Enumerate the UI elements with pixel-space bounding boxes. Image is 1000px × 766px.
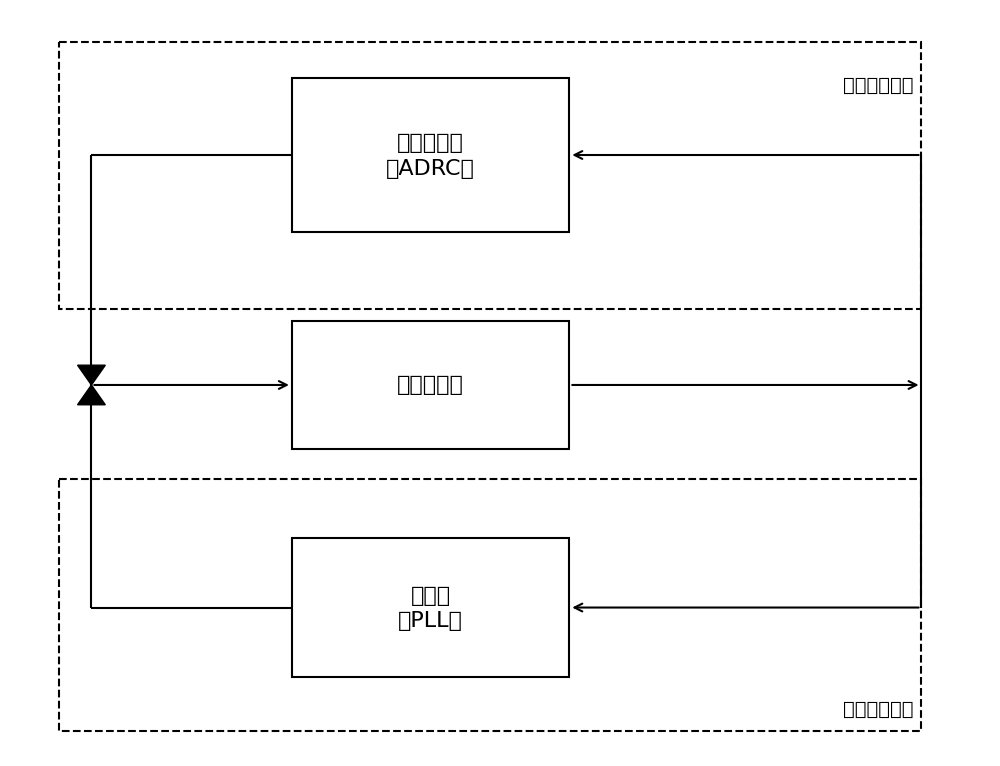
Polygon shape	[78, 365, 105, 385]
Text: 微机械陀螺: 微机械陀螺	[397, 375, 464, 395]
Text: （PLL）: （PLL）	[398, 611, 463, 631]
Text: 幅值控制回路: 幅值控制回路	[843, 77, 914, 96]
Bar	[59, 42, 921, 309]
Bar	[292, 538, 569, 677]
Text: 频率控制回路: 频率控制回路	[843, 700, 914, 719]
Bar	[292, 78, 569, 231]
Polygon shape	[78, 385, 105, 404]
Text: 自抗扰控制: 自抗扰控制	[397, 133, 464, 153]
Text: （ADRC）: （ADRC）	[386, 159, 475, 178]
Bar	[292, 321, 569, 450]
Text: 锁相环: 锁相环	[411, 586, 451, 606]
Bar	[59, 479, 921, 732]
